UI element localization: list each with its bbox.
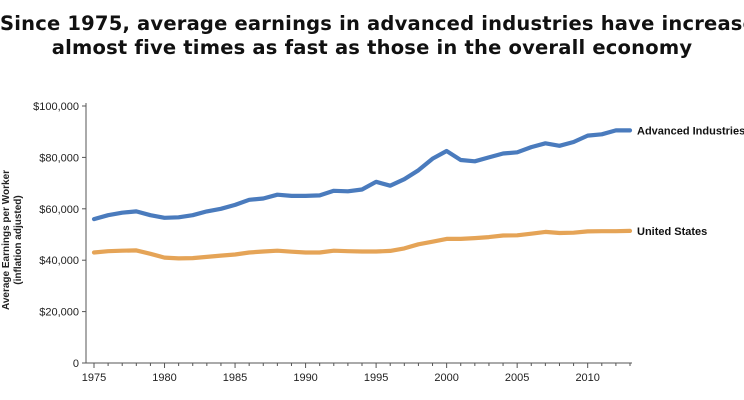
chart-title: Since 1975, average earnings in advanced… xyxy=(0,12,744,60)
x-tick-label: 2005 xyxy=(505,372,529,384)
x-tick-label: 1990 xyxy=(293,372,317,384)
y-tick-label: $80,000 xyxy=(39,152,79,164)
y-tick-label: 0 xyxy=(73,358,79,370)
series-label-united-states: United States xyxy=(637,226,707,238)
y-tick-label: $100,000 xyxy=(33,101,79,113)
y-axis-label-line-2: (inflation adjusted) xyxy=(13,195,24,284)
x-tick-label: 1985 xyxy=(223,372,247,384)
series-line-advanced-industries xyxy=(91,128,633,222)
chart-title-line-1: Since 1975, average earnings in advanced… xyxy=(0,12,744,35)
axes: 0 $20,000 $40,000 $60,000 $80,000 $100,000 197… xyxy=(33,101,632,384)
series-line-united-states xyxy=(91,228,633,261)
x-tick-label: 1980 xyxy=(152,372,176,384)
x-tick-label: 1995 xyxy=(364,372,388,384)
y-tick-label: $20,000 xyxy=(39,307,79,319)
chart-title-line-2: almost five times as fast as those in th… xyxy=(51,36,693,59)
y-axis-label-line-1: Average Earnings per Worker xyxy=(1,170,12,310)
x-tick-label: 1975 xyxy=(82,372,106,384)
x-tick-label: 2010 xyxy=(575,372,599,384)
y-tick-label: $60,000 xyxy=(39,204,79,216)
series-label-advanced-industries: Advanced Industries xyxy=(637,125,744,137)
x-tick-label: 2000 xyxy=(434,372,458,384)
series-layer: Advanced Industries United States xyxy=(91,125,744,261)
y-tick-label: $40,000 xyxy=(39,255,79,267)
